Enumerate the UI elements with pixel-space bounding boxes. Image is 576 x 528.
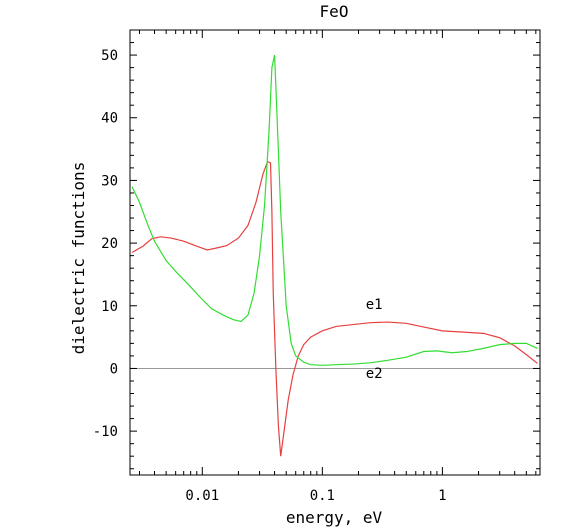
y-tick-label: 0 [110, 361, 118, 377]
y-tick-label: 40 [101, 111, 118, 127]
tick-labels: e1 e2 -10 0 10 20 30 40 50 0.01 0.1 1 [93, 48, 447, 504]
y-tick-label: -10 [93, 424, 118, 440]
x-axis-title: energy, eV [286, 508, 383, 527]
y-tick-label: 10 [101, 299, 118, 315]
plot-area [130, 54, 540, 457]
x-tick-label: 0.1 [310, 488, 335, 504]
y-axis-title: dielectric functions [69, 162, 88, 355]
series-line-e1 [131, 160, 538, 457]
plot-frame [129, 29, 541, 476]
y-tick-label: 30 [101, 173, 118, 189]
series-line-e2 [131, 54, 538, 366]
series-label-e1: e1 [366, 297, 383, 313]
y-tick-label: 20 [101, 236, 118, 252]
y-tick-label: 50 [101, 48, 118, 64]
axis-ticks [130, 29, 540, 475]
x-tick-label: 1 [438, 488, 446, 504]
chart-title: FeO [320, 2, 349, 21]
x-tick-label: 0.01 [185, 488, 219, 504]
series-label-e2: e2 [366, 366, 383, 382]
